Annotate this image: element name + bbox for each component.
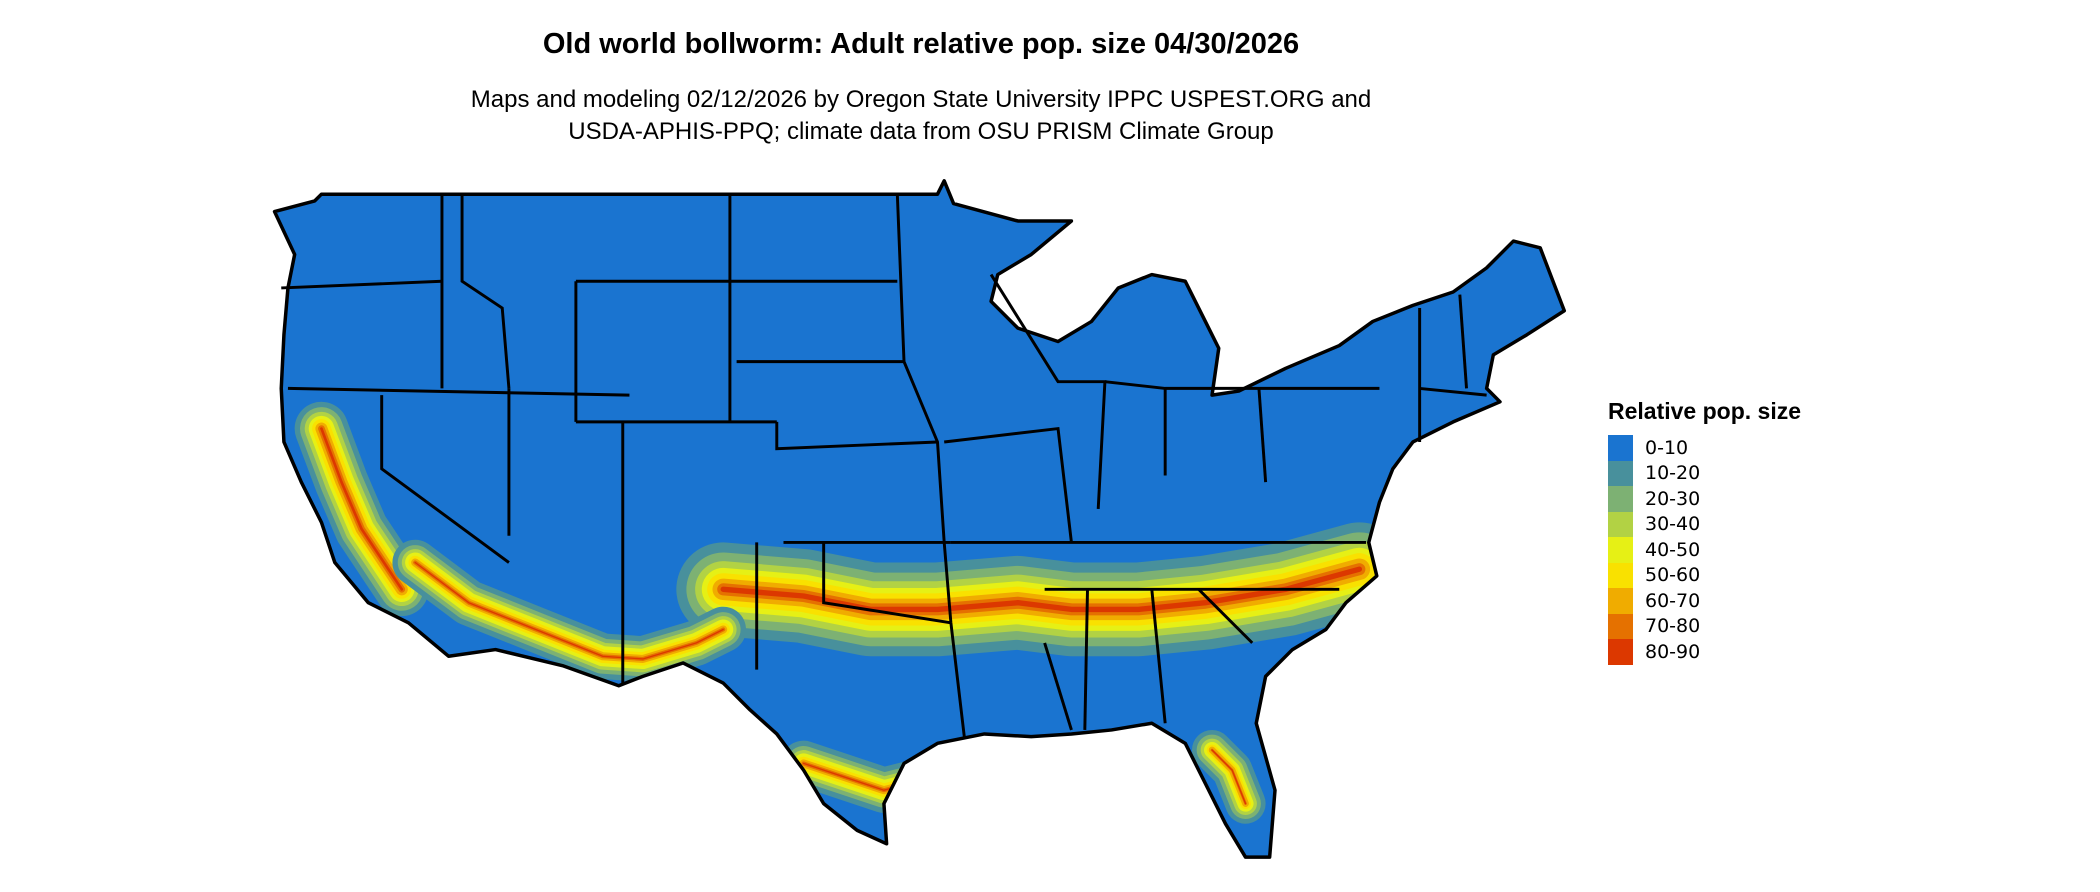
legend-swatch — [1608, 537, 1633, 563]
state-boundary — [775, 421, 938, 451]
map-subtitle: Maps and modeling 02/12/2026 by Oregon S… — [0, 84, 1842, 148]
state-boundary — [1257, 388, 1268, 483]
legend-label: 40-50 — [1645, 538, 1701, 561]
legend-label: 80-90 — [1645, 640, 1701, 663]
heat-bands — [294, 401, 1407, 824]
subtitle-line-2: USDA-APHIS-PPQ; climate data from OSU PR… — [568, 118, 1274, 145]
legend-swatch — [1608, 486, 1633, 512]
legend-label: 50-60 — [1645, 564, 1701, 587]
legend-item: 20-30 — [1608, 486, 1801, 512]
state-boundary — [1043, 642, 1073, 731]
legend-item: 30-40 — [1608, 511, 1801, 537]
heat-band-80-90 — [414, 561, 724, 660]
state-boundary — [287, 386, 630, 397]
legend-item: 80-90 — [1608, 639, 1801, 665]
subtitle-line-1: Maps and modeling 02/12/2026 by Oregon S… — [470, 86, 1372, 113]
state-boundaries — [281, 194, 1487, 737]
legend-swatch — [1608, 562, 1633, 588]
legend-label: 60-70 — [1645, 589, 1701, 612]
legend-label: 20-30 — [1645, 487, 1701, 510]
state-boundary — [380, 395, 510, 564]
legend-item: 60-70 — [1608, 588, 1801, 614]
state-boundary — [281, 279, 443, 290]
state-boundary — [1419, 386, 1487, 397]
legend-label: 30-40 — [1645, 513, 1701, 536]
state-boundary — [895, 194, 966, 737]
map-title: Old world bollworm: Adult relative pop. … — [542, 28, 1300, 60]
legend-swatch — [1608, 613, 1633, 639]
us-base-fill — [274, 180, 1565, 858]
state-boundary — [822, 542, 952, 625]
state-boundary — [1083, 589, 1089, 730]
legend-item: 10-20 — [1608, 460, 1801, 486]
legend-item: 70-80 — [1608, 613, 1801, 639]
state-boundary — [1197, 588, 1254, 644]
legend-title: Relative pop. size — [1608, 398, 1802, 424]
legend-label: 70-80 — [1645, 615, 1701, 638]
heat-band-80-90 — [1211, 749, 1247, 805]
legend-swatch — [1608, 460, 1633, 486]
state-boundary — [1458, 294, 1468, 389]
legend-item: 50-60 — [1608, 562, 1801, 588]
heat-band-80-90 — [720, 566, 1363, 613]
legend-swatch — [1608, 511, 1633, 537]
legend-swatch — [1608, 639, 1633, 665]
legend-swatch — [1608, 435, 1633, 461]
legend-item: 0-10 — [1608, 435, 1801, 461]
legend: Relative pop. size 0-10 10-20 20-30 30-40 40… — [1608, 398, 1801, 665]
us-border — [272, 179, 1567, 859]
state-boundary — [944, 426, 1073, 543]
state-boundary — [1150, 589, 1167, 724]
state-boundary — [989, 273, 1107, 510]
state-boundary — [460, 194, 511, 389]
legend-label: 10-20 — [1645, 462, 1701, 485]
legend-swatch — [1608, 588, 1633, 614]
heat-band-80-90 — [320, 427, 404, 591]
legend-label: 0-10 — [1645, 436, 1689, 459]
legend-item: 40-50 — [1608, 537, 1801, 563]
